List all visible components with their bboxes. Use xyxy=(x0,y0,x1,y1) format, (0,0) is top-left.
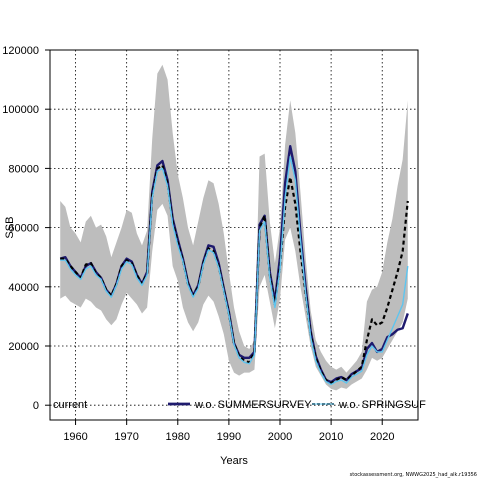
plot-frame xyxy=(49,49,419,421)
footer-source: stockassessment.org, NWWG2025_had_alk.r1… xyxy=(349,472,477,478)
x-tick-label: 2010 xyxy=(319,431,343,443)
x-tick-label: 1990 xyxy=(217,431,241,443)
y-axis-title: SSB xyxy=(4,217,16,239)
confidence-band xyxy=(60,64,408,391)
x-tick-label: 1980 xyxy=(166,431,190,443)
x-axis-title: Years xyxy=(220,455,248,467)
x-tick-label: 2000 xyxy=(268,431,292,443)
y-axis: 0 20000 40000 60000 80000 100000 120000 xyxy=(2,45,50,412)
legend-label-springsurvey: w.o. SPRINGSUF xyxy=(338,399,426,411)
x-tick-label: 1970 xyxy=(114,431,138,443)
x-axis: 1960 1970 1980 1990 2000 2010 2020 xyxy=(63,420,394,443)
series-layer xyxy=(59,144,409,386)
legend-label-summersurvey: w.o. SUMMERSURVEY xyxy=(194,399,312,411)
legend-label-current: current xyxy=(53,399,87,411)
y-tick-label: 0 xyxy=(33,400,39,412)
y-tick-label: 40000 xyxy=(8,282,39,294)
y-tick-label: 60000 xyxy=(8,223,39,235)
y-tick-label: 20000 xyxy=(8,341,39,353)
y-tick-label: 120000 xyxy=(2,45,39,57)
y-tick-label: 100000 xyxy=(2,104,39,116)
y-tick-label: 80000 xyxy=(8,163,39,175)
x-tick-label: 1960 xyxy=(63,431,87,443)
series-line-springsurvey xyxy=(60,155,409,386)
x-tick-label: 2020 xyxy=(370,431,394,443)
legend: current w.o. SUMMERSURVEY w.o. SPRINGSUF xyxy=(53,399,426,411)
